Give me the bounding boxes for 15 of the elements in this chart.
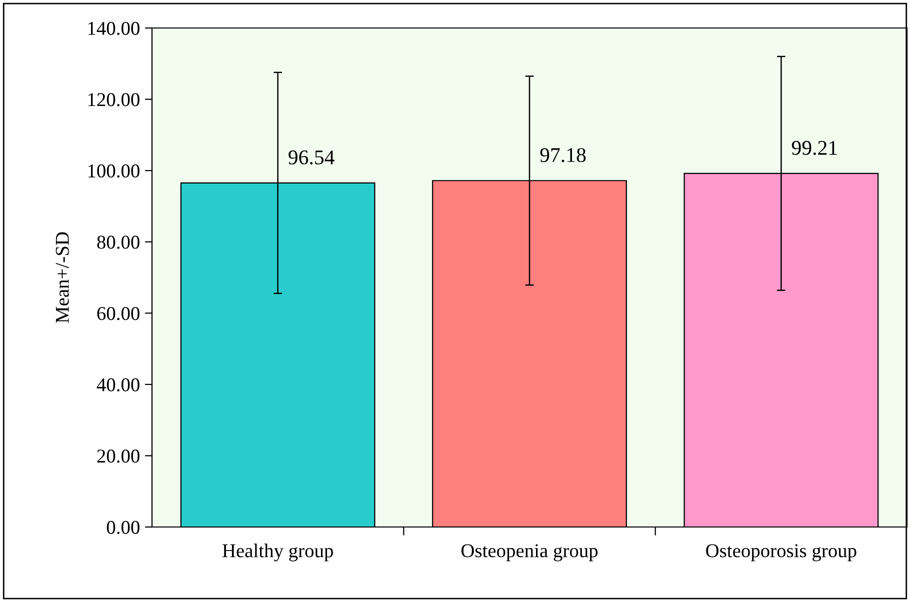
x-tick-label: Osteopenia group <box>461 544 598 562</box>
y-tick-label: 80.00 <box>97 236 140 249</box>
y-tick-label: 20.00 <box>97 450 140 463</box>
y-tick-label: 140.00 <box>88 22 140 36</box>
y-tick-label: 60.00 <box>97 306 140 320</box>
data-label: 96.54 <box>288 150 334 165</box>
y-axis-title: Mean+/-SD <box>56 232 69 323</box>
data-label: 97.18 <box>540 148 586 162</box>
x-tick-label: Osteoporosis group <box>706 544 856 562</box>
x-tick-label: Healthy group <box>222 544 333 562</box>
y-tick-label: 40.00 <box>96 378 140 392</box>
data-label: 99.21 <box>792 140 837 155</box>
y-tick-label: 0.00 <box>106 520 140 534</box>
y-tick-label: 100.00 <box>88 164 140 178</box>
y-tick-label: 120.00 <box>88 93 140 106</box>
